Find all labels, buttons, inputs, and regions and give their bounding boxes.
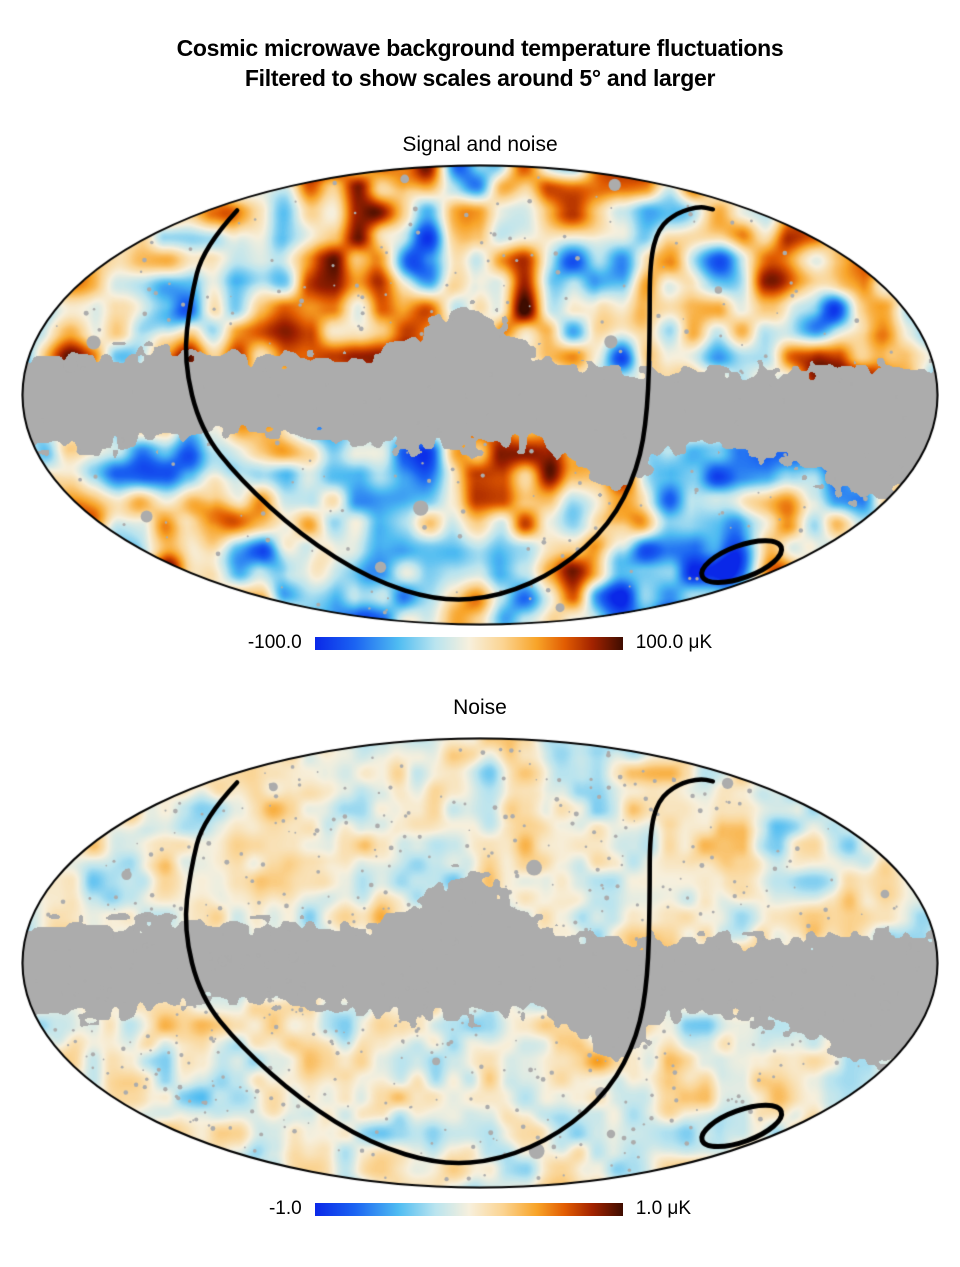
- figure-title-line1: Cosmic microwave background temperature …: [176, 35, 784, 61]
- cmb-sky-map-noise: [21, 737, 939, 1189]
- colorbar-min-label: -100.0: [247, 632, 302, 653]
- colorbar-gradient: [314, 636, 623, 650]
- colorbar-max-label: 1.0 μK: [635, 1198, 692, 1219]
- colorbar-gradient: [314, 1202, 623, 1216]
- colorbar-max-label: 100.0 μK: [635, 632, 713, 653]
- map-title-noise: Noise: [453, 696, 507, 719]
- colorbar-signal-and-noise: -100.0 100.0 μK: [0, 630, 960, 656]
- figure-title-line2: Filtered to show scales around 5° and la…: [244, 65, 716, 91]
- colorbar-noise: -1.0 1.0 μK: [0, 1196, 960, 1222]
- colorbar-min-label: -1.0: [268, 1198, 302, 1219]
- cmb-sky-map-signal-and-noise: [21, 164, 939, 626]
- map-title-signal-and-noise: Signal and noise: [402, 133, 558, 156]
- figure-title: Cosmic microwave background temperature …: [0, 33, 960, 93]
